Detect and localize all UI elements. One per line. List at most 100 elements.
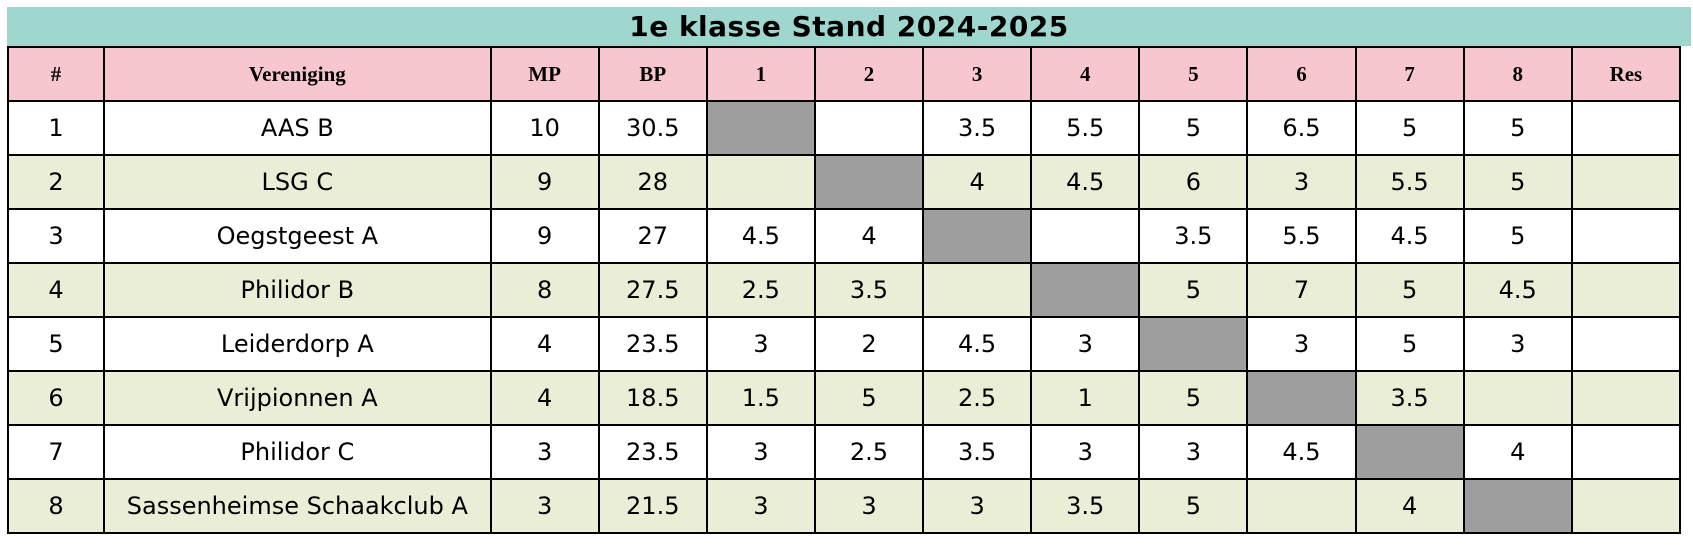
cell-score-7: 5 [1354,316,1465,372]
cell-mp: 8 [489,262,600,318]
cell-score-1 [705,154,816,210]
cell-mp: 9 [489,208,600,264]
table-row-5: 5 Leiderdorp A 4 23.5 3 2 4.5 3 3 5 3 [6,316,1682,372]
cell-mp: 4 [489,316,600,372]
standings-table: # Vereniging MP BP 1 2 3 4 5 6 7 8 Res 1 AAS B 10 30.5 3… [6,46,1682,534]
cell-bp: 30.5 [597,100,708,156]
column-header-vereniging: Vereniging [103,46,492,102]
table-row-6: 6 Vrijpionnen A 4 18.5 1.5 5 2.5 1 5 3.5 [6,370,1682,426]
cell-res [1570,154,1682,210]
cell-rank: 1 [6,100,106,156]
cell-score-7: 4 [1354,478,1465,534]
cell-team: AAS B [103,100,492,156]
cell-score-4: 4.5 [1030,154,1141,210]
cell-score-6: 7 [1246,262,1357,318]
cell-team: Oegstgeest A [103,208,492,264]
cell-score-2: 3.5 [813,262,925,318]
cell-rank: 2 [6,154,106,210]
self-match-cell [705,100,816,156]
cell-score-1: 3 [705,478,816,534]
header-row: # Vereniging MP BP 1 2 3 4 5 6 7 8 Res [6,46,1682,102]
column-header-res: Res [1570,46,1682,102]
column-header-1: 1 [705,46,816,102]
table-title-bar: 1e klasse Stand 2024-2025 [7,7,1691,46]
cell-score-1: 1.5 [705,370,816,426]
column-header-8: 8 [1462,46,1573,102]
cell-team: Leiderdorp A [103,316,492,372]
self-match-cell [813,154,925,210]
cell-score-4: 1 [1030,370,1141,426]
cell-score-5: 5 [1138,370,1249,426]
table-row-8: 8 Sassenheimse Schaakclub A 3 21.5 3 3 3 3.5 5 4 [6,478,1682,534]
cell-score-7: 5.5 [1354,154,1465,210]
cell-score-6: 5.5 [1246,208,1357,264]
cell-score-3: 3.5 [922,424,1033,480]
cell-mp: 9 [489,154,600,210]
table-row-7: 7 Philidor C 3 23.5 3 2.5 3.5 3 3 4.5 4 [6,424,1682,480]
cell-score-3 [922,262,1033,318]
cell-score-8: 3 [1462,316,1573,372]
column-header-mp: MP [489,46,600,102]
cell-score-7: 3.5 [1354,370,1465,426]
cell-res [1570,370,1682,426]
cell-rank: 6 [6,370,106,426]
cell-bp: 28 [597,154,708,210]
cell-score-7: 5 [1354,100,1465,156]
cell-score-4: 3 [1030,316,1141,372]
cell-team: Philidor C [103,424,492,480]
cell-rank: 3 [6,208,106,264]
cell-score-4: 5.5 [1030,100,1141,156]
cell-score-5: 3 [1138,424,1249,480]
cell-team: Sassenheimse Schaakclub A [103,478,492,534]
column-header-bp: BP [597,46,708,102]
cell-res [1570,262,1682,318]
column-header-3: 3 [922,46,1033,102]
cell-score-4: 3 [1030,424,1141,480]
cell-score-3: 2.5 [922,370,1033,426]
cell-score-8 [1462,370,1573,426]
cell-res [1570,316,1682,372]
self-match-cell [1138,316,1249,372]
cell-res [1570,208,1682,264]
cell-bp: 27 [597,208,708,264]
self-match-cell [1246,370,1357,426]
cell-mp: 3 [489,424,600,480]
cell-score-6: 4.5 [1246,424,1357,480]
table-row-2: 2 LSG C 9 28 4 4.5 6 3 5.5 5 [6,154,1682,210]
cell-score-5: 5 [1138,478,1249,534]
cell-team: Philidor B [103,262,492,318]
column-header-2: 2 [813,46,925,102]
cell-score-3: 3.5 [922,100,1033,156]
cell-score-2: 2.5 [813,424,925,480]
cell-score-8: 5 [1462,208,1573,264]
cell-score-1: 3 [705,316,816,372]
cell-score-7: 4.5 [1354,208,1465,264]
self-match-cell [1354,424,1465,480]
cell-score-8: 5 [1462,154,1573,210]
cell-score-4 [1030,208,1141,264]
table-title: 1e klasse Stand 2024-2025 [629,10,1069,43]
column-header-5: 5 [1138,46,1249,102]
cell-score-7: 5 [1354,262,1465,318]
cell-score-1: 4.5 [705,208,816,264]
cell-score-1: 2.5 [705,262,816,318]
cell-res [1570,100,1682,156]
column-header-7: 7 [1354,46,1465,102]
cell-score-6 [1246,478,1357,534]
cell-res [1570,478,1682,534]
cell-score-2: 4 [813,208,925,264]
cell-bp: 23.5 [597,424,708,480]
cell-mp: 3 [489,478,600,534]
standings-page: 1e klasse Stand 2024-2025 # Vereniging MP B… [6,7,1691,534]
table-row-4: 4 Philidor B 8 27.5 2.5 3.5 5 7 5 4.5 [6,262,1682,318]
self-match-cell [1030,262,1141,318]
cell-rank: 4 [6,262,106,318]
cell-score-8: 5 [1462,100,1573,156]
cell-score-6: 3 [1246,154,1357,210]
cell-score-5: 5 [1138,262,1249,318]
column-header-rank: # [6,46,106,102]
cell-rank: 7 [6,424,106,480]
cell-score-8: 4.5 [1462,262,1573,318]
cell-score-6: 6.5 [1246,100,1357,156]
cell-bp: 18.5 [597,370,708,426]
